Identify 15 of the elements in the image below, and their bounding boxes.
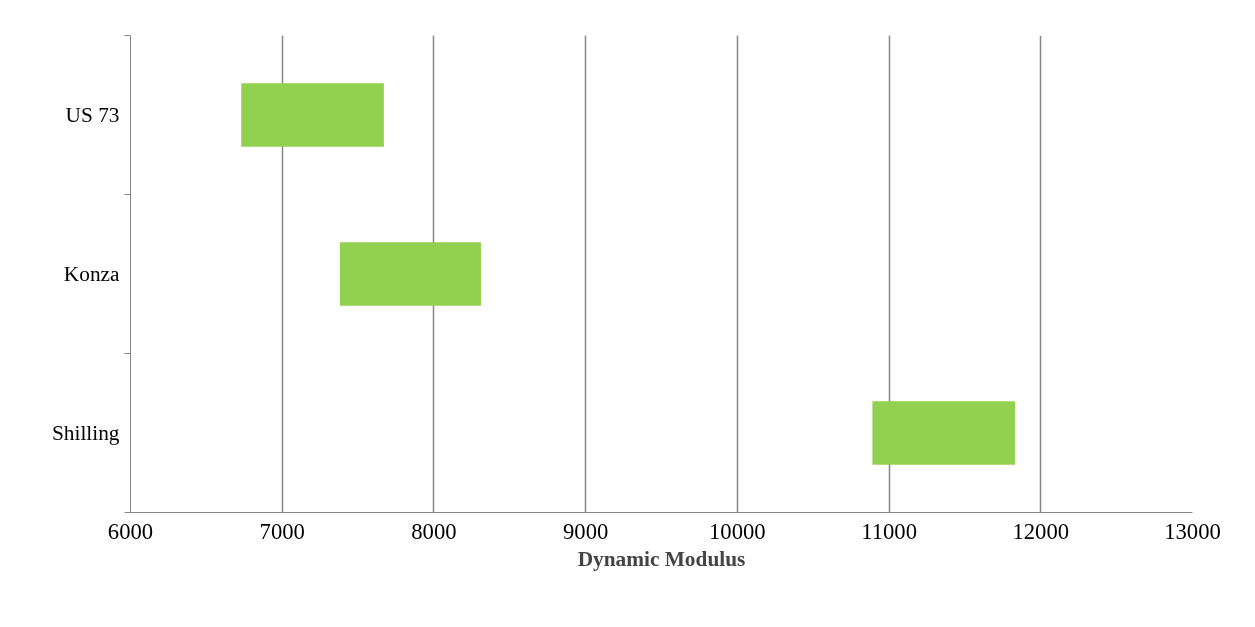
x-tick-label: 7000: [259, 518, 305, 544]
y-tick-label: Shilling: [51, 421, 120, 445]
bar: [241, 83, 384, 147]
y-tick-label: US 73: [65, 103, 120, 127]
x-tick-label: 8000: [411, 518, 457, 544]
x-tick-label: 10000: [709, 518, 766, 544]
y-tick-label: Konza: [63, 262, 121, 286]
bar: [872, 401, 1015, 465]
x-tick-label: 11000: [861, 518, 917, 544]
bar: [339, 242, 481, 306]
x-tick-label: 9000: [562, 518, 609, 544]
x-tick-label: 13000: [1164, 518, 1221, 544]
x-axis-title: Dynamic Modulus: [577, 546, 746, 571]
x-tick-label: 12000: [1012, 518, 1070, 544]
x-tick-label: 6000: [107, 518, 154, 544]
